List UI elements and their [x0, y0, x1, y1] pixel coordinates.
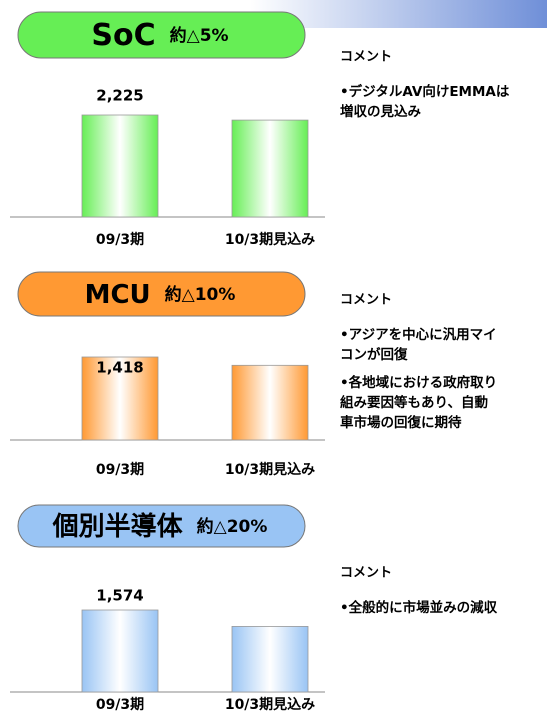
comment-line: •アジアを中心に汎用マイ [340, 326, 497, 343]
comment-line: 車市場の回復に期待 [340, 414, 462, 431]
value-label: 2,225 [96, 87, 143, 105]
chart-title: MCU 約△10% [85, 280, 236, 310]
comment-line: •全般的に市場並みの減収 [340, 599, 498, 616]
bar [81, 356, 159, 441]
x-tick-label: 10/3期見込み [225, 461, 315, 478]
bar [231, 626, 309, 693]
subtitle-text: 約△10% [165, 284, 236, 305]
bar [81, 609, 159, 693]
comment-line: 増収の見込み [340, 103, 421, 120]
chart-title: 個別半導体 約△20% [52, 511, 268, 542]
title-pill [17, 504, 306, 548]
chart-title: SoC 約△5% [91, 18, 228, 53]
comment-line: コンが回復 [340, 346, 408, 363]
x-tick-label: 10/3期見込み [225, 696, 315, 713]
title-text: MCU [85, 280, 151, 310]
x-tick-label: 10/3期見込み [225, 231, 315, 248]
comment-title: コメント [340, 50, 392, 65]
comment-line: •デジタルAV向けEMMAは [340, 83, 510, 100]
subtitle-text: 約△5% [170, 25, 229, 46]
bar [231, 364, 309, 441]
title-pill [17, 11, 306, 59]
comment-title: コメント [340, 293, 392, 308]
bar [81, 114, 159, 218]
value-label: 1,418 [96, 359, 143, 377]
x-tick-label: 09/3期 [96, 232, 144, 248]
value-label: 1,574 [96, 587, 143, 605]
comment-line: •各地域における政府取り [340, 374, 497, 391]
subtitle-text: 約△20% [197, 516, 268, 537]
bar [231, 119, 309, 218]
title-text: SoC [91, 18, 155, 53]
comment-title: コメント [340, 566, 392, 581]
title-text: 個別半導体 [52, 511, 184, 542]
title-pill [17, 271, 306, 317]
x-tick-label: 09/3期 [96, 697, 144, 713]
x-tick-label: 09/3期 [96, 462, 144, 478]
comment-line: 組み要因等もあり、自動 [340, 394, 488, 411]
